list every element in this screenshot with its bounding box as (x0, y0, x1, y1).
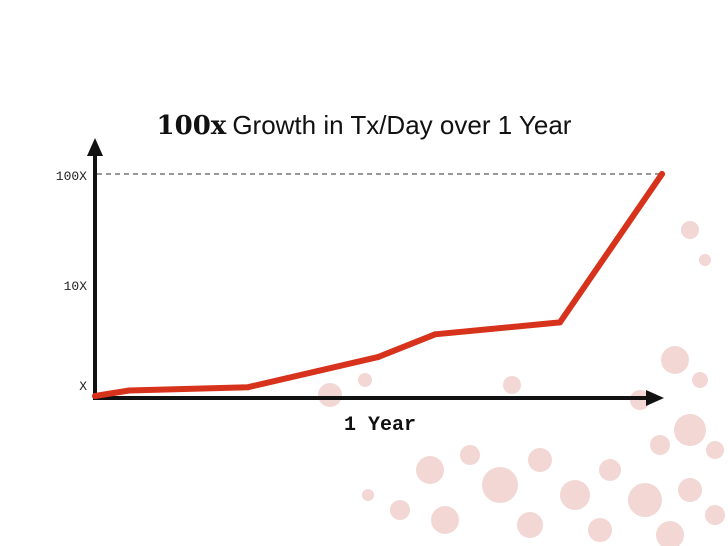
y-tick-label: 100X (56, 169, 87, 184)
series-point (432, 331, 439, 338)
chart-title-rest: Growth in Tx/Day over 1 Year (232, 110, 572, 140)
series-line (92, 171, 665, 399)
y-axis-arrow (87, 138, 103, 156)
x-axis-label: 1 Year (344, 414, 416, 437)
chart-title: 100x Growth in Tx/Day over 1 Year (0, 110, 728, 141)
series-point (659, 171, 665, 177)
series-point (245, 384, 252, 391)
chart-title-bold: 100x (156, 111, 227, 141)
series-point (556, 319, 563, 326)
series-point (375, 353, 382, 360)
y-tick-label: X (79, 379, 87, 394)
series-point (92, 393, 98, 399)
series-points (92, 171, 665, 399)
y-tick-labels: X 10X 100X (56, 169, 87, 394)
y-tick-label: 10X (64, 279, 88, 294)
series-point (126, 387, 132, 394)
decorative-bubbles (318, 221, 725, 546)
x-axis-arrow (646, 390, 664, 406)
